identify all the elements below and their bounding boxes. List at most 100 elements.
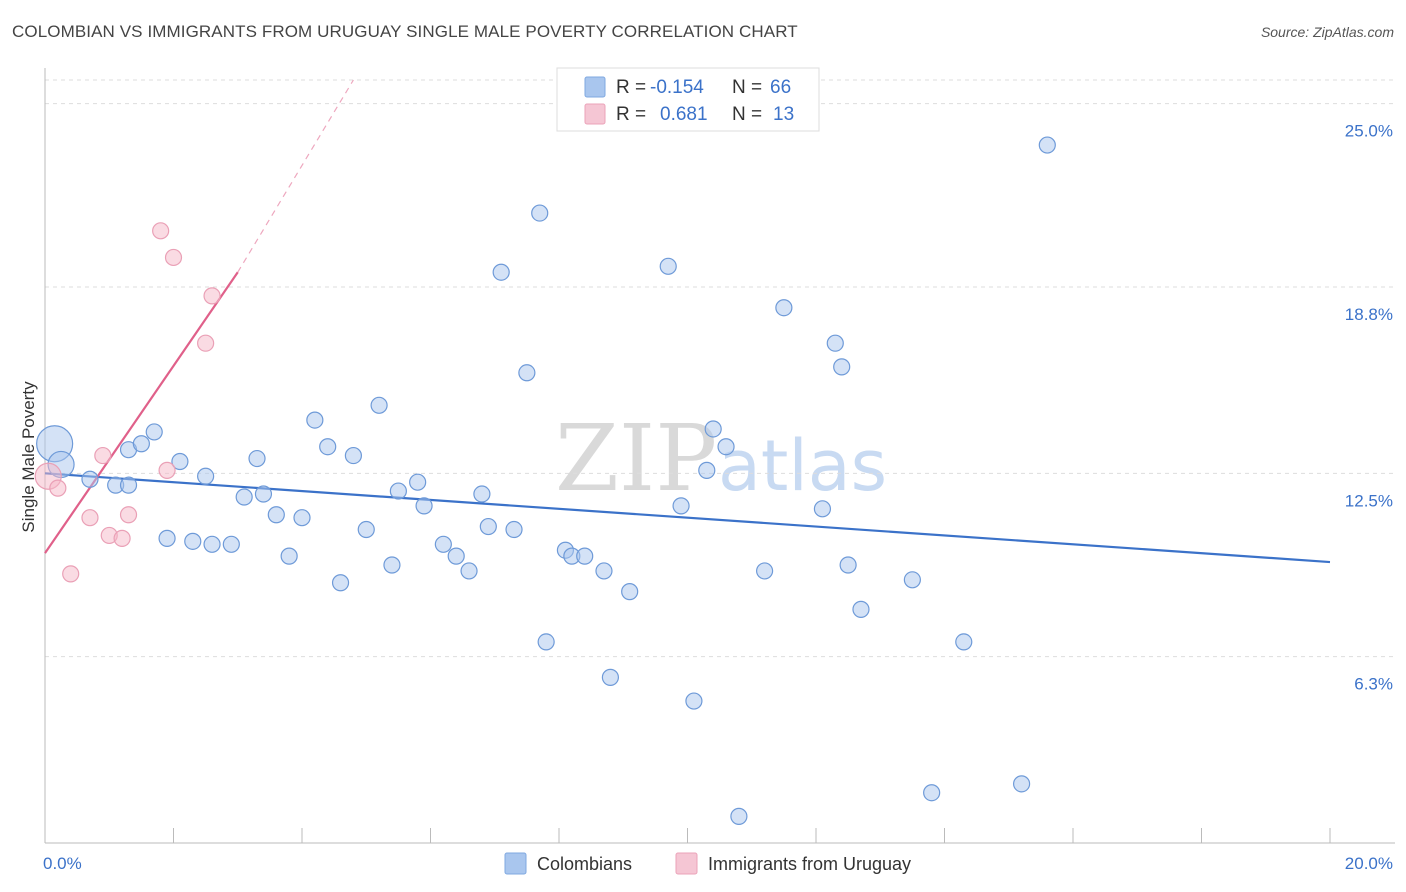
point-colombians (903, 571, 921, 589)
point-colombians (344, 446, 362, 465)
point-colombians (685, 692, 703, 710)
point-uruguay (49, 479, 67, 497)
legend-n-value-1: 66 (770, 77, 791, 98)
x-tick-label-min: 0.0% (43, 854, 82, 873)
y-tick-label: 18.8% (1345, 305, 1393, 324)
point-colombians (331, 574, 350, 592)
point-colombians (775, 299, 793, 317)
point-colombians (839, 556, 857, 574)
bottom-legend-swatch-blue (504, 852, 527, 875)
point-layer (34, 136, 1056, 825)
point-colombians (518, 364, 536, 382)
legend-n-label-2: N = (732, 104, 762, 125)
point-colombians (479, 517, 497, 536)
point-colombians (158, 529, 176, 547)
bottom-legend-colombians: Colombians (537, 854, 632, 874)
point-uruguay (81, 509, 99, 527)
point-colombians (659, 257, 677, 275)
point-colombians (601, 668, 620, 686)
legend-swatch-pink (584, 103, 606, 125)
point-colombians (248, 449, 266, 468)
point-colombians (222, 535, 240, 553)
point-colombians (955, 633, 973, 651)
point-uruguay (164, 248, 183, 267)
legend-swatch-blue (584, 76, 606, 98)
point-colombians (576, 547, 594, 565)
point-colombians (672, 497, 690, 515)
point-colombians (505, 520, 523, 539)
point-colombians (434, 535, 452, 553)
point-colombians (306, 411, 324, 429)
point-colombians (267, 506, 285, 524)
point-colombians (184, 532, 202, 550)
point-uruguay (113, 529, 131, 547)
point-uruguay (119, 506, 138, 524)
point-colombians (1012, 775, 1031, 793)
point-colombians (826, 334, 844, 352)
point-colombians (621, 583, 639, 601)
point-colombians (1038, 136, 1056, 154)
point-colombians (409, 473, 427, 491)
point-colombians (254, 485, 273, 503)
point-uruguay (203, 287, 221, 305)
legend-r-label-1: R = (616, 77, 646, 98)
point-colombians (81, 470, 99, 488)
point-uruguay (197, 334, 215, 352)
point-colombians (383, 556, 401, 574)
trend-extension-uruguay (237, 79, 354, 273)
legend-r-value-2: 0.681 (660, 104, 708, 125)
grid-layer (45, 79, 1395, 658)
point-colombians (852, 600, 870, 618)
point-colombians (447, 547, 465, 565)
point-colombians (119, 476, 138, 494)
point-colombians (698, 461, 716, 479)
point-colombians (319, 438, 337, 456)
point-colombians (813, 500, 832, 518)
point-colombians (531, 204, 549, 222)
point-colombians (171, 452, 189, 471)
point-colombians (280, 547, 298, 565)
chart-source: Source: ZipAtlas.com (1260, 24, 1394, 40)
point-colombians (717, 438, 735, 456)
watermark-atlas: atlas (718, 425, 887, 507)
top-legend: R = -0.154 N = 66 R = 0.681 N = 13 (556, 67, 820, 132)
point-colombians (357, 520, 375, 539)
point-colombians (197, 467, 215, 485)
legend-r-label-2: R = (616, 104, 646, 125)
point-colombians (923, 784, 941, 802)
point-colombians (595, 562, 613, 580)
point-colombians (537, 633, 555, 651)
point-colombians (755, 562, 774, 580)
point-colombians (370, 396, 388, 414)
point-colombians (730, 807, 748, 825)
point-uruguay (62, 565, 80, 583)
y-tick-label: 6.3% (1354, 675, 1393, 694)
legend-r-value-1: -0.154 (650, 77, 704, 98)
point-colombians (203, 535, 221, 553)
point-colombians (389, 482, 407, 500)
legend-n-label-1: N = (732, 77, 762, 98)
y-tick-label: 25.0% (1345, 122, 1393, 141)
point-colombians (132, 435, 150, 453)
point-colombians (833, 358, 851, 376)
bottom-legend-uruguay: Immigrants from Uruguay (708, 854, 911, 874)
legend-n-value-2: 13 (773, 104, 794, 125)
point-colombians (293, 509, 311, 527)
point-colombians (492, 263, 510, 281)
y-axis-label: Single Male Poverty (19, 381, 38, 533)
point-uruguay (158, 461, 176, 479)
point-colombians (145, 423, 163, 441)
point-colombians (473, 485, 491, 503)
point-colombians (460, 562, 478, 580)
y-tick-label: 12.5% (1345, 491, 1393, 510)
chart-title: COLOMBIAN VS IMMIGRANTS FROM URUGUAY SIN… (12, 22, 798, 41)
point-colombians (704, 420, 722, 438)
watermark: ZIP atlas (555, 405, 887, 512)
bottom-legend: Colombians Immigrants from Uruguay (504, 852, 911, 875)
point-uruguay (152, 222, 170, 240)
trend-line-uruguay (44, 271, 239, 554)
point-colombians (415, 497, 433, 515)
point-uruguay (94, 446, 112, 465)
watermark-zip: ZIP (555, 405, 717, 512)
